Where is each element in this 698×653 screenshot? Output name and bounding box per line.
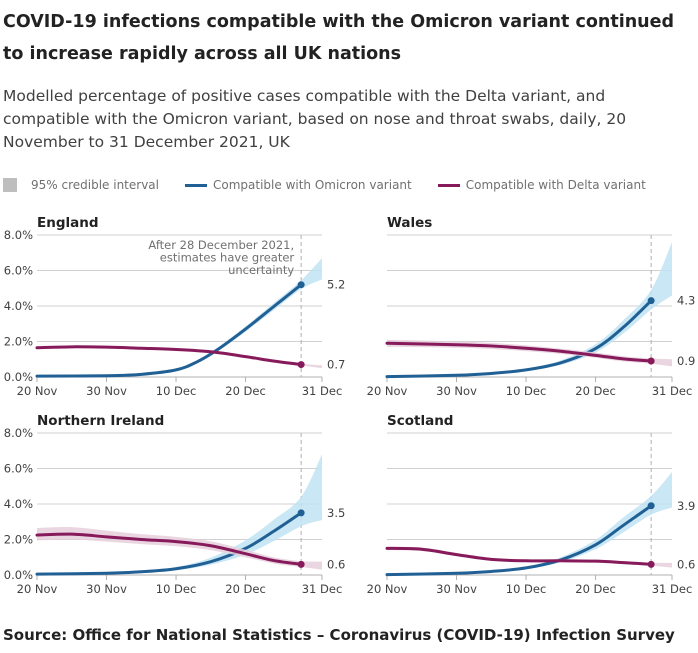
omicron-line xyxy=(385,504,653,577)
panel-title: Wales xyxy=(387,215,432,231)
x-tick-label: 20 Nov xyxy=(367,384,408,398)
legend-label-omicron: Compatible with Omicron variant xyxy=(213,178,412,192)
delta-end-label: 0.7 xyxy=(327,358,345,372)
delta-end-label: 0.6 xyxy=(677,557,695,571)
x-tick-label: 10 Dec xyxy=(506,384,547,398)
omicron-end-point xyxy=(297,281,305,289)
x-tick-label: 31 Dec xyxy=(302,582,343,596)
chart-subtitle: Modelled percentage of positive cases co… xyxy=(3,87,627,151)
panel-wales: Wales 20 Nov 30 Nov 10 Dec 20 Dec 31 Dec 4.3 0.… xyxy=(367,215,696,398)
delta-ci-band xyxy=(387,339,672,367)
legend: 95% credible interval Compatible with Om… xyxy=(3,178,672,192)
x-tick-label: 30 Nov xyxy=(86,582,127,596)
annotation-line: After 28 December 2021, xyxy=(148,238,294,252)
annotation-line: estimates have greater xyxy=(160,251,295,265)
x-tick-label: 20 Dec xyxy=(225,582,266,596)
delta-line xyxy=(385,341,653,363)
legend-item-delta: Compatible with Delta variant xyxy=(437,178,646,192)
y-tick-label: 8.0% xyxy=(4,228,33,242)
small-multiples-chart: England 0.0% 2.0% 4.0% 6.0% 8.0% 20 Nov 30 Nov 1… xyxy=(4,215,696,596)
omicron-end-label: 4.3 xyxy=(677,294,695,308)
omicron-end-point xyxy=(297,509,305,517)
y-tick-label: 6.0% xyxy=(4,264,33,278)
x-tick-label: 20 Nov xyxy=(17,384,58,398)
panel-title: England xyxy=(37,215,99,231)
x-tick-label: 20 Nov xyxy=(17,582,58,596)
omicron-line xyxy=(35,511,303,576)
delta-end-point xyxy=(297,560,305,568)
delta-line xyxy=(385,546,653,566)
annotation-line: uncertainty xyxy=(228,263,294,277)
omicron-end-label: 3.5 xyxy=(327,506,345,520)
x-tick-label: 10 Dec xyxy=(506,582,547,596)
panel-scotland: Scotland 20 Nov 30 Nov 10 Dec 20 Dec 31 Dec 3.… xyxy=(367,413,696,596)
legend-item-ci: 95% credible interval xyxy=(3,178,159,192)
x-tick-label: 30 Nov xyxy=(436,384,477,398)
source-note: Source: Office for National Statistics –… xyxy=(3,626,675,644)
delta-end-label: 0.6 xyxy=(327,557,345,571)
y-tick-label: 4.0% xyxy=(4,497,33,511)
y-tick-label: 8.0% xyxy=(4,426,33,440)
x-tick-label: 20 Dec xyxy=(575,384,616,398)
x-tick-label: 30 Nov xyxy=(86,384,127,398)
chart-title: COVID-19 infections compatible with the … xyxy=(3,12,675,64)
delta-end-point xyxy=(297,361,305,369)
legend-swatch-delta xyxy=(437,183,460,187)
omicron-line xyxy=(35,283,303,378)
omicron-line xyxy=(385,299,653,379)
omicron-end-point xyxy=(647,502,655,510)
omicron-end-point xyxy=(647,297,655,305)
annotation: After 28 December 2021, estimates have gr… xyxy=(148,238,294,277)
delta-end-label: 0.9 xyxy=(677,354,695,368)
legend-label-ci: 95% credible interval xyxy=(31,178,159,192)
omicron-ci-band xyxy=(387,242,672,377)
y-tick-label: 0.0% xyxy=(4,568,33,582)
x-tick-label: 10 Dec xyxy=(156,384,197,398)
x-tick-label: 20 Dec xyxy=(575,582,616,596)
delta-line xyxy=(35,532,303,566)
omicron-end-label: 5.2 xyxy=(327,278,345,292)
x-tick-label: 31 Dec xyxy=(302,384,343,398)
omicron-end-label: 3.9 xyxy=(677,499,695,513)
x-tick-label: 10 Dec xyxy=(156,582,197,596)
panel-northern-ireland: Northern Ireland 0.0% 2.0% 4.0% 6.0% 8.0% 20 N… xyxy=(4,413,346,596)
y-tick-label: 2.0% xyxy=(4,335,33,349)
omicron-ci-band xyxy=(37,454,322,575)
y-tick-label: 0.0% xyxy=(4,370,33,384)
x-tick-label: 20 Nov xyxy=(367,582,408,596)
y-tick-label: 6.0% xyxy=(4,462,33,476)
x-tick-label: 31 Dec xyxy=(652,384,693,398)
x-tick-label: 30 Nov xyxy=(436,582,477,596)
panel-title: Scotland xyxy=(387,413,453,429)
legend-swatch-ci xyxy=(3,178,17,192)
delta-end-point xyxy=(647,357,655,365)
y-tick-label: 4.0% xyxy=(4,299,33,313)
legend-item-omicron: Compatible with Omicron variant xyxy=(185,178,412,192)
delta-line xyxy=(35,345,303,367)
panel-england: England 0.0% 2.0% 4.0% 6.0% 8.0% 20 Nov 30 Nov 1… xyxy=(4,215,346,398)
y-tick-label: 2.0% xyxy=(4,533,33,547)
panel-title: Northern Ireland xyxy=(37,413,164,429)
x-tick-label: 31 Dec xyxy=(652,582,693,596)
legend-label-delta: Compatible with Delta variant xyxy=(465,178,646,192)
delta-end-point xyxy=(647,560,655,568)
x-tick-label: 20 Dec xyxy=(225,384,266,398)
legend-swatch-omicron xyxy=(185,183,207,187)
